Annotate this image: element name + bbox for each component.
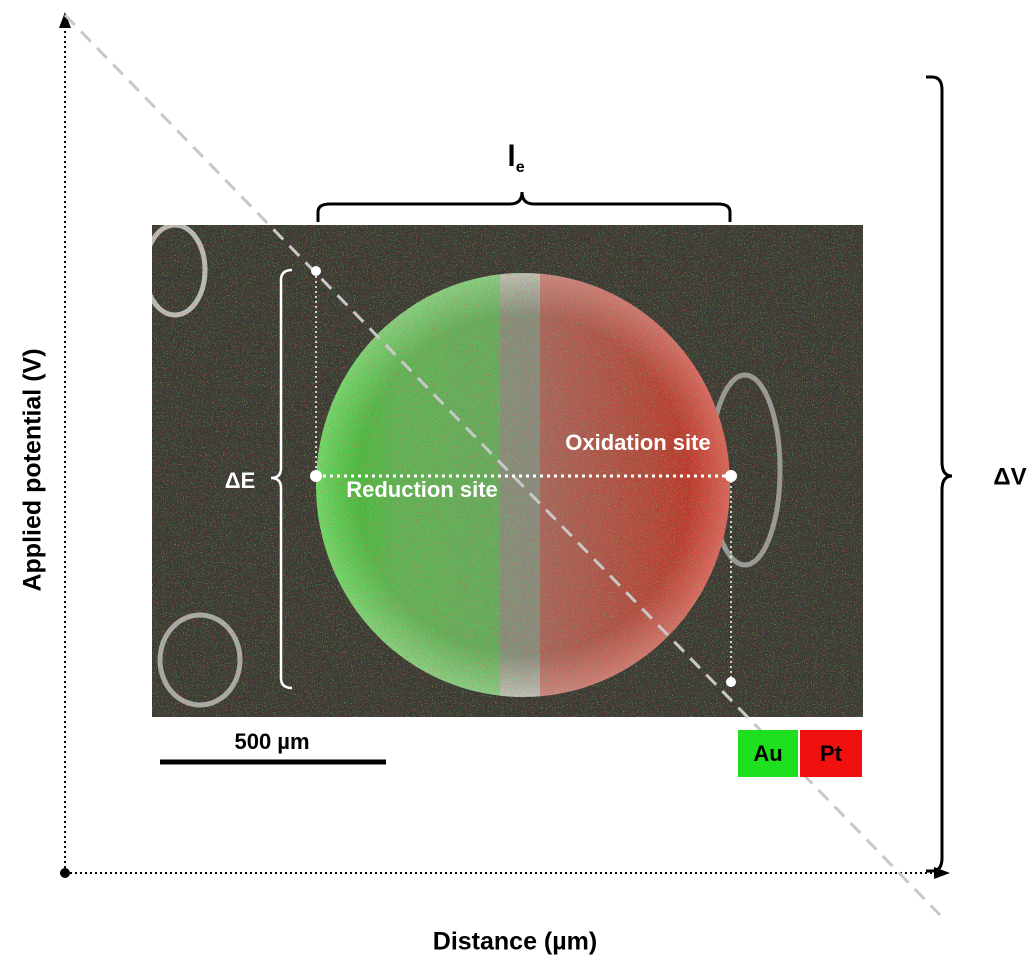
legend-label: Au [753,741,782,766]
delta-v-brace [926,77,952,871]
le-sub: e [516,159,525,176]
point [725,470,737,482]
delta-v-label: ΔV [993,463,1026,490]
oxidation-label: Oxidation site [565,430,710,455]
figure: ΔE le ΔV Oxidation site Reduction site 5… [0,0,1035,961]
x-axis-label: Distance (µm) [433,928,597,956]
y-axis-label: Applied potential (V) [19,348,47,591]
point [726,677,736,687]
point [311,266,321,276]
scale-bar-label: 500 µm [234,729,309,754]
point [310,470,322,482]
origin [60,868,70,878]
le-main: l [507,140,515,173]
legend-label: Pt [820,741,843,766]
delta-e-label: ΔE [225,468,256,493]
reduction-label: Reduction site [346,477,498,502]
le-label: le [507,140,524,176]
le-brace [318,192,730,222]
